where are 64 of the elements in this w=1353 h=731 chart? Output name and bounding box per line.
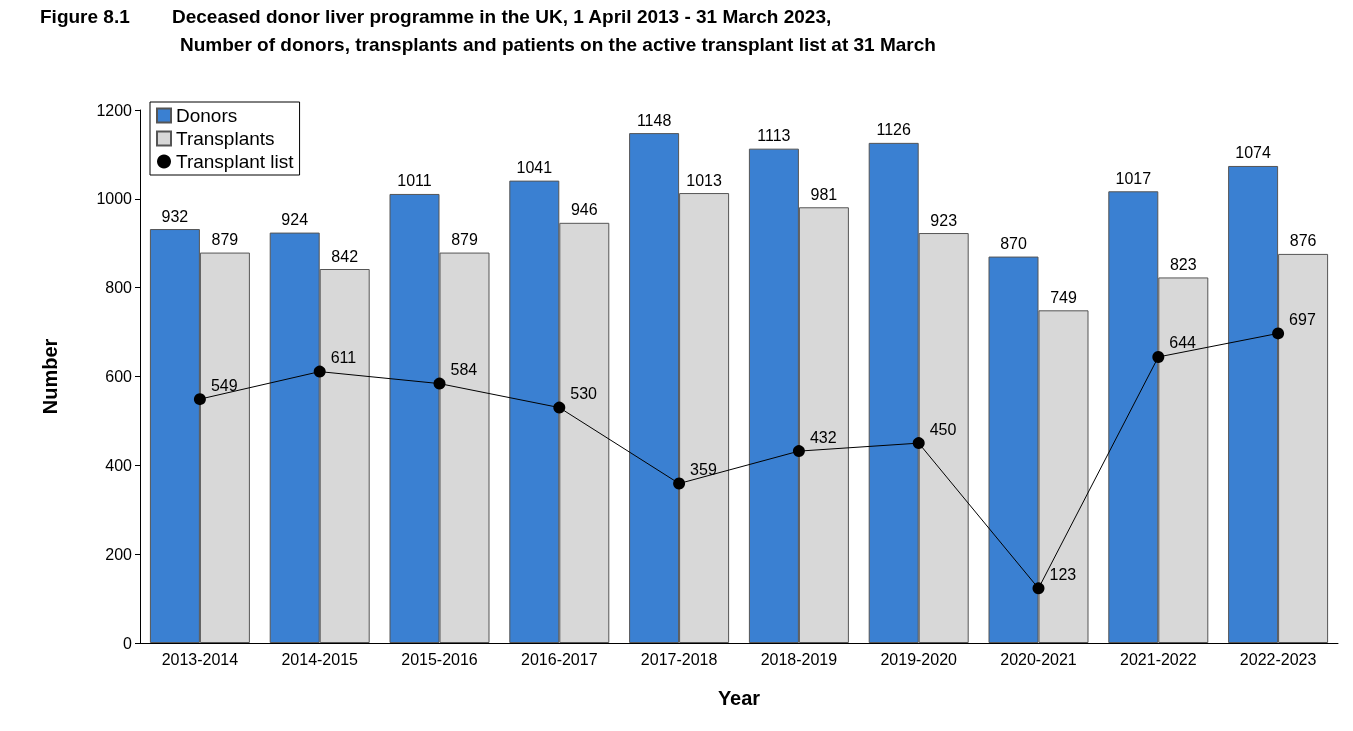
data-label: 359 (690, 461, 717, 479)
legend-label: Transplants (176, 128, 275, 149)
data-label: 1113 (757, 127, 791, 145)
data-label: 923 (930, 211, 958, 229)
data-label: 1011 (397, 172, 432, 190)
data-label: 1148 (636, 111, 672, 129)
x-tick-label: 2016-2017 (521, 650, 598, 668)
y-tick-label: 400 (105, 456, 133, 474)
y-tick-label: 800 (105, 279, 133, 297)
x-axis-title: Year (717, 687, 761, 709)
data-label: 549 (210, 376, 238, 394)
point (313, 365, 326, 378)
x-tick-label: 2018-2019 (760, 650, 838, 668)
data-label: 842 (331, 247, 359, 265)
data-label: 1041 (516, 159, 553, 177)
data-label: 697 (1289, 310, 1316, 328)
point (433, 377, 446, 390)
x-tick-label: 2017-2018 (640, 650, 718, 668)
y-tick-label: 0 (123, 634, 133, 652)
data-label: 879 (211, 231, 239, 249)
y-tick-label: 1200 (96, 101, 133, 119)
data-label: 981 (810, 185, 838, 203)
data-label: 530 (570, 385, 598, 403)
chart-subtitle: Number of donors, transplants and patients on the active transplant list at 31 March (180, 34, 936, 55)
data-label: 1074 (1235, 144, 1271, 162)
point (673, 477, 686, 490)
point (912, 437, 925, 450)
point (1032, 582, 1045, 595)
x-tick-label: 2019-2020 (880, 650, 958, 668)
x-tick-label: 2013-2014 (161, 650, 239, 668)
data-label: 123 (1049, 565, 1077, 583)
data-label: 584 (450, 361, 478, 379)
data-label: 946 (570, 201, 598, 219)
x-tick-label: 2014-2015 (281, 650, 359, 668)
data-label: 876 (1289, 232, 1317, 250)
legend-label: Transplant list (176, 151, 295, 172)
data-label: 1126 (876, 121, 911, 139)
y-tick-label: 1000 (96, 190, 133, 208)
legend-label: Donors (176, 105, 238, 126)
data-label: 611 (330, 349, 357, 367)
point (1152, 350, 1165, 363)
y-tick-label: 200 (105, 545, 133, 563)
data-label: 432 (809, 428, 837, 446)
point (553, 401, 566, 414)
data-label: 644 (1169, 334, 1197, 352)
data-label: 879 (451, 231, 478, 249)
x-tick-label: 2021-2022 (1120, 650, 1197, 668)
point (193, 393, 206, 406)
data-label: 450 (929, 420, 957, 438)
point (1272, 327, 1285, 340)
data-label: 1017 (1115, 169, 1152, 187)
y-tick-label: 600 (105, 368, 133, 385)
chart-title: Figure 8.1 Deceased donor liver programme in the UK, 1 April 2013 - 31 March 2023, (40, 6, 832, 27)
y-axis-title: Number (39, 338, 61, 415)
data-label: 870 (1000, 235, 1027, 253)
data-label: 924 (281, 211, 309, 229)
point (792, 445, 805, 458)
x-tick-label: 2015-2016 (401, 650, 478, 668)
data-label: 749 (1050, 288, 1077, 306)
data-label: 1013 (686, 171, 722, 189)
x-tick-label: 2022-2023 (1239, 650, 1317, 668)
x-tick-label: 2020-2021 (1000, 650, 1077, 668)
data-label: 823 (1169, 255, 1197, 273)
data-label: 932 (161, 207, 189, 225)
